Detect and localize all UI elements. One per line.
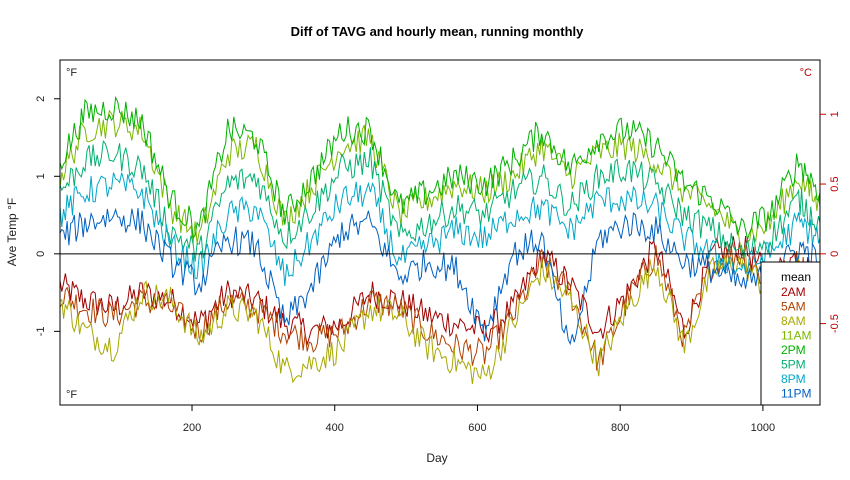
legend-box	[760, 261, 821, 406]
right-tick-label: 1	[829, 111, 841, 117]
corner-label-bottom-left: °F	[66, 389, 77, 401]
right-tick-label: 0	[829, 251, 841, 257]
y-tick-label: 1	[35, 173, 47, 179]
series-line-11pm	[60, 207, 820, 346]
x-tick-label: 1000	[751, 422, 775, 434]
legend-entry-11pm: 11PM	[781, 387, 811, 401]
legend-entry-8am: 8AM	[781, 314, 806, 328]
x-axis-label: Day	[426, 451, 447, 465]
plot-frame	[59, 59, 821, 406]
right-tick-label: -0.5	[829, 314, 841, 333]
legend-entry-5am: 5AM	[781, 300, 806, 314]
x-tick-label: 800	[611, 422, 629, 434]
chart-title: Diff of TAVG and hourly mean, running mo…	[291, 24, 584, 39]
y-axis-left: -1 0 1 2	[35, 96, 60, 336]
legend-entry-8pm: 8PM	[781, 372, 806, 386]
legend-header: mean	[781, 270, 811, 284]
y-tick-label: 0	[35, 251, 47, 257]
series-line-5pm	[60, 139, 820, 262]
x-axis: 200 400 600 800 1000	[183, 405, 775, 434]
y-tick-label: -1	[35, 326, 47, 336]
y-tick-label: 2	[35, 96, 47, 102]
legend-entry-11am: 11AM	[781, 329, 811, 343]
corner-label-top-right: °C	[800, 67, 812, 79]
series-layer	[60, 95, 820, 385]
x-tick-label: 400	[326, 422, 344, 434]
corner-label-top-left: °F	[66, 67, 77, 79]
y-axis-right: -0.5 0 0.5 1	[820, 111, 841, 333]
legend-entry-5pm: 5PM	[781, 358, 806, 372]
series-line-11am	[60, 109, 820, 254]
y-axis-label: Ave Temp °F	[5, 198, 19, 266]
right-tick-label: 0.5	[829, 176, 841, 191]
series-line-8am	[60, 253, 820, 385]
legend-entry-2pm: 2PM	[781, 343, 806, 357]
x-tick-label: 200	[183, 422, 201, 434]
legend-entry-2am: 2AM	[781, 285, 806, 299]
series-line-2pm	[60, 95, 820, 241]
x-tick-label: 600	[468, 422, 486, 434]
